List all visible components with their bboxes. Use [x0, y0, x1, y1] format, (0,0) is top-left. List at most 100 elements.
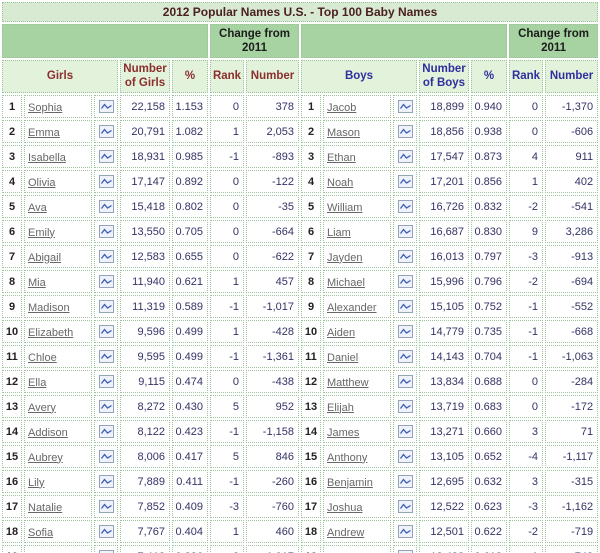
boy-name-link[interactable]: Matthew: [327, 376, 369, 389]
boy-sparkline-chart-icon[interactable]: [397, 324, 413, 338]
boy-sparkline-chart-icon[interactable]: [397, 149, 413, 163]
boy-sparkline-chart-icon[interactable]: [397, 249, 413, 263]
boy-sparkline-chart-icon[interactable]: [397, 199, 413, 213]
girl-name-link[interactable]: Emily: [28, 226, 55, 239]
boy-name-cell: Andrew: [323, 520, 391, 543]
boy-name-link[interactable]: Alexander: [327, 301, 377, 314]
boy-count-cell: 12,501: [419, 520, 469, 543]
girl-sparkline-chart-icon[interactable]: [98, 199, 114, 213]
girl-name-link[interactable]: Sofia: [28, 526, 54, 539]
boy-name-link[interactable]: Daniel: [327, 351, 359, 364]
boy-rank-change-cell: -2: [509, 195, 543, 218]
girl-sparkline-chart-icon[interactable]: [98, 499, 114, 513]
boy-rank-cell: 17: [301, 495, 321, 518]
boy-sparkline-chart-icon[interactable]: [397, 399, 413, 413]
girl-name-cell: Sophia: [24, 95, 92, 118]
boy-number-change-cell: -1,117: [545, 445, 599, 468]
boy-name-link[interactable]: James: [327, 426, 360, 439]
girl-name-link[interactable]: Aubrey: [28, 451, 63, 464]
girl-name-cell: Addison: [24, 420, 92, 443]
boy-sparkline-chart-icon[interactable]: [397, 274, 413, 288]
boy-name-link[interactable]: Elijah: [327, 401, 354, 414]
boy-name-link[interactable]: Benjamin: [327, 476, 373, 489]
girl-name-link[interactable]: Mia: [28, 276, 46, 289]
boy-name-link[interactable]: Jacob: [327, 101, 357, 114]
boy-sparkline-chart-icon[interactable]: [397, 374, 413, 388]
boy-name-link[interactable]: Mason: [327, 126, 361, 139]
boy-sparkline-chart-icon[interactable]: [397, 224, 413, 238]
boy-name-link[interactable]: Andrew: [327, 526, 365, 539]
girl-sparkline-chart-icon[interactable]: [98, 299, 114, 313]
girl-sparkline-chart-icon[interactable]: [98, 349, 114, 363]
boy-sparkline-chart-icon[interactable]: [397, 424, 413, 438]
girl-sparkline-chart-icon[interactable]: [98, 524, 114, 538]
girl-number-change-cell: -122: [246, 170, 299, 193]
girl-name-link[interactable]: Madison: [28, 301, 70, 314]
girl-name-link[interactable]: Olivia: [28, 176, 56, 189]
boy-sparkline-chart-icon[interactable]: [397, 174, 413, 188]
girl-name-link[interactable]: Sophia: [28, 101, 63, 114]
girl-sparkline-chart-icon[interactable]: [98, 224, 114, 238]
girl-name-link[interactable]: Abigail: [28, 251, 62, 264]
boy-sparkline-chart-icon[interactable]: [397, 524, 413, 538]
girl-icon-cell: [94, 220, 118, 243]
girl-number-change-cell: -760: [246, 495, 299, 518]
girl-sparkline-chart-icon[interactable]: [98, 399, 114, 413]
girl-name-link[interactable]: Natalie: [28, 501, 63, 514]
girl-name-link[interactable]: Ella: [28, 376, 47, 389]
boy-name-link[interactable]: Joshua: [327, 501, 363, 514]
girl-sparkline-chart-icon[interactable]: [98, 549, 114, 553]
girl-name-link[interactable]: Emma: [28, 126, 60, 139]
girl-sparkline-chart-icon[interactable]: [98, 474, 114, 488]
girl-sparkline-chart-icon[interactable]: [98, 274, 114, 288]
boy-name-link[interactable]: Michael: [327, 276, 365, 289]
boy-name-cell: Noah: [323, 170, 391, 193]
boy-sparkline-chart-icon[interactable]: [397, 499, 413, 513]
girl-name-link[interactable]: Lily: [28, 476, 45, 489]
boy-sparkline-chart-icon[interactable]: [397, 474, 413, 488]
boy-sparkline-chart-icon[interactable]: [397, 299, 413, 313]
boy-icon-cell: [393, 270, 417, 293]
girl-name-link[interactable]: Addison: [28, 426, 68, 439]
girl-sparkline-chart-icon[interactable]: [98, 324, 114, 338]
girl-name-link[interactable]: Isabella: [28, 151, 66, 164]
girl-name-link[interactable]: Ava: [28, 201, 47, 214]
boy-name-link[interactable]: Liam: [327, 226, 351, 239]
girl-sparkline-chart-icon[interactable]: [98, 449, 114, 463]
boy-percent-cell: 0.938: [471, 120, 507, 143]
boy-sparkline-chart-icon[interactable]: [397, 449, 413, 463]
girl-name-link[interactable]: Avery: [28, 401, 56, 414]
boy-rank-change-cell: 0: [509, 370, 543, 393]
boy-name-link[interactable]: Noah: [327, 176, 354, 189]
boy-sparkline-chart-icon[interactable]: [397, 99, 413, 113]
girl-sparkline-chart-icon[interactable]: [98, 149, 114, 163]
girl-sparkline-chart-icon[interactable]: [98, 374, 114, 388]
girl-rank-change-cell: 1: [210, 270, 244, 293]
girl-count-cell: 9,596: [120, 320, 170, 343]
girl-rank-cell: 1: [2, 95, 22, 118]
boy-name-link[interactable]: William: [327, 201, 363, 214]
girl-rank-change-cell: -1: [210, 295, 244, 318]
girl-sparkline-chart-icon[interactable]: [98, 174, 114, 188]
boy-name-link[interactable]: Aiden: [327, 326, 356, 339]
girl-count-cell: 22,158: [120, 95, 170, 118]
boy-sparkline-chart-icon[interactable]: [397, 124, 413, 138]
boy-sparkline-chart-icon[interactable]: [397, 549, 413, 553]
girl-icon-cell: [94, 270, 118, 293]
boy-name-link[interactable]: David: [327, 552, 355, 553]
girl-count-cell: 8,272: [120, 395, 170, 418]
boy-name-link[interactable]: Ethan: [327, 151, 356, 164]
girl-sparkline-chart-icon[interactable]: [98, 99, 114, 113]
girl-name-link[interactable]: Charlotte: [28, 552, 73, 553]
girl-sparkline-chart-icon[interactable]: [98, 424, 114, 438]
boy-name-link[interactable]: Jayden: [327, 251, 363, 264]
girl-sparkline-chart-icon[interactable]: [98, 124, 114, 138]
boy-rank-cell: 11: [301, 345, 321, 368]
girl-sparkline-chart-icon[interactable]: [98, 249, 114, 263]
girl-name-link[interactable]: Chloe: [28, 351, 57, 364]
boy-sparkline-chart-icon[interactable]: [397, 349, 413, 363]
girl-name-link[interactable]: Elizabeth: [28, 326, 74, 339]
boy-name-link[interactable]: Anthony: [327, 451, 368, 464]
